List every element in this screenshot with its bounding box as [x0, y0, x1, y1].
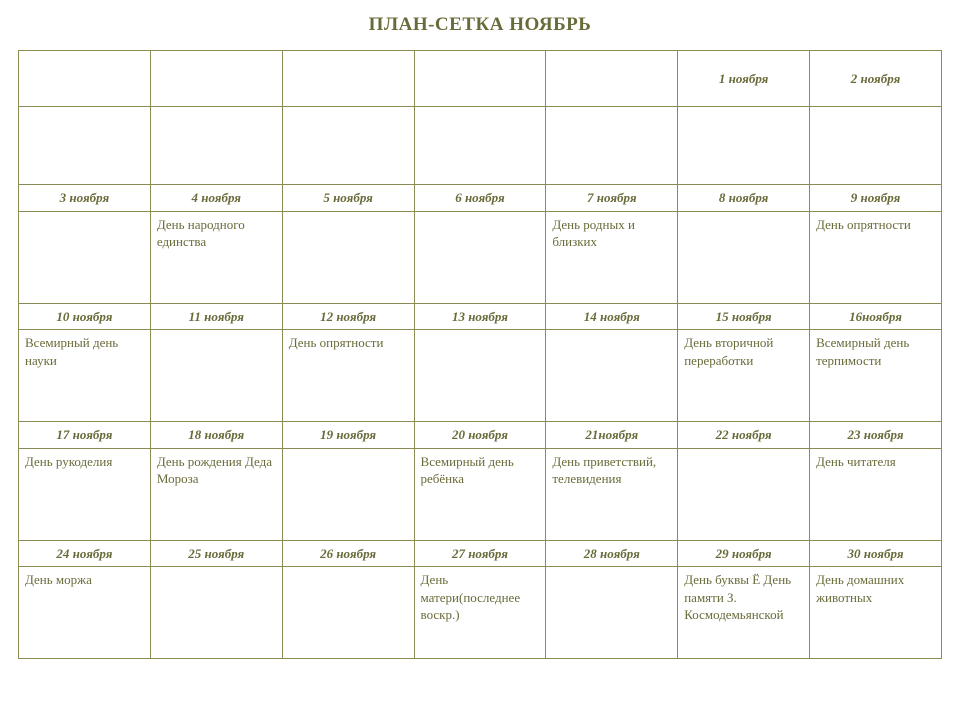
event-cell: День вторичной переработки: [678, 330, 810, 422]
date-cell: 1 ноября: [678, 51, 810, 107]
week-events-row: Всемирный день науки День опрятности День …: [19, 330, 942, 422]
date-cell: 26 ноября: [282, 540, 414, 567]
date-cell: 19 ноября: [282, 422, 414, 449]
event-cell: День моржа: [19, 567, 151, 659]
date-cell: 27 ноября: [414, 540, 546, 567]
event-cell: День матери(последнее воскр.): [414, 567, 546, 659]
week-dates-row: 3 ноября4 ноября5 ноября6 ноября7 ноября…: [19, 185, 942, 212]
date-cell: 16ноября: [810, 303, 942, 330]
week-dates-row: 17 ноября18 ноября19 ноября20 ноября21но…: [19, 422, 942, 449]
event-cell: Всемирный день ребёнка: [414, 448, 546, 540]
event-cell: [414, 107, 546, 185]
event-cell: День опрятности: [282, 330, 414, 422]
event-cell: Всемирный день терпимости: [810, 330, 942, 422]
event-cell: [282, 448, 414, 540]
event-cell: [282, 567, 414, 659]
week-events-row: День народного единства День родных и бли…: [19, 211, 942, 303]
event-cell: День рукоделия: [19, 448, 151, 540]
date-cell: 17 ноября: [19, 422, 151, 449]
event-cell: [414, 211, 546, 303]
date-cell: 11 ноября: [150, 303, 282, 330]
date-cell: 13 ноября: [414, 303, 546, 330]
event-cell: [414, 330, 546, 422]
event-cell: [546, 567, 678, 659]
event-cell: [150, 330, 282, 422]
event-cell: [150, 107, 282, 185]
date-cell: [19, 51, 151, 107]
event-cell: День опрятности: [810, 211, 942, 303]
event-cell: День народного единства: [150, 211, 282, 303]
event-cell: [150, 567, 282, 659]
week-events-row: День моржа День матери(последнее воскр.) Д…: [19, 567, 942, 659]
week-dates-row: 10 ноября11 ноября12 ноября13 ноября14 н…: [19, 303, 942, 330]
event-cell: День буквы Ё День памяти З. Космодемьянс…: [678, 567, 810, 659]
date-cell: 6 ноября: [414, 185, 546, 212]
page: ПЛАН-СЕТКА НОЯБРЬ 1 ноября2 ноября 3 нояб…: [18, 14, 942, 659]
date-cell: 14 ноября: [546, 303, 678, 330]
event-cell: [282, 107, 414, 185]
date-cell: 8 ноября: [678, 185, 810, 212]
date-cell: 23 ноября: [810, 422, 942, 449]
event-cell: [19, 211, 151, 303]
date-cell: 25 ноября: [150, 540, 282, 567]
date-cell: [546, 51, 678, 107]
date-cell: 21ноября: [546, 422, 678, 449]
week-events-row: День рукоделияДень рождения Деда Мороза В…: [19, 448, 942, 540]
date-cell: 12 ноября: [282, 303, 414, 330]
date-cell: 18 ноября: [150, 422, 282, 449]
week-dates-row: 24 ноября25 ноября26 ноября27 ноября28 н…: [19, 540, 942, 567]
event-cell: День рождения Деда Мороза: [150, 448, 282, 540]
date-cell: 20 ноября: [414, 422, 546, 449]
event-cell: День приветствий, телевидения: [546, 448, 678, 540]
date-cell: 9 ноября: [810, 185, 942, 212]
plan-table: 1 ноября2 ноября 3 ноября4 ноября5 ноября…: [18, 50, 942, 659]
date-cell: 2 ноября: [810, 51, 942, 107]
event-cell: День читателя: [810, 448, 942, 540]
date-cell: 4 ноября: [150, 185, 282, 212]
date-cell: 30 ноября: [810, 540, 942, 567]
event-cell: [546, 107, 678, 185]
page-title: ПЛАН-СЕТКА НОЯБРЬ: [18, 14, 942, 36]
event-cell: [678, 107, 810, 185]
event-cell: [810, 107, 942, 185]
event-cell: День родных и близких: [546, 211, 678, 303]
date-cell: 5 ноября: [282, 185, 414, 212]
event-cell: [282, 211, 414, 303]
event-cell: [546, 330, 678, 422]
date-cell: [282, 51, 414, 107]
event-cell: [19, 107, 151, 185]
date-cell: 29 ноября: [678, 540, 810, 567]
date-cell: 3 ноября: [19, 185, 151, 212]
week-events-row: [19, 107, 942, 185]
date-cell: 28 ноября: [546, 540, 678, 567]
event-cell: День домашних животных: [810, 567, 942, 659]
date-cell: 10 ноября: [19, 303, 151, 330]
date-cell: 22 ноября: [678, 422, 810, 449]
event-cell: Всемирный день науки: [19, 330, 151, 422]
date-cell: 24 ноября: [19, 540, 151, 567]
week-dates-row: 1 ноября2 ноября: [19, 51, 942, 107]
date-cell: 15 ноября: [678, 303, 810, 330]
event-cell: [678, 448, 810, 540]
event-cell: [678, 211, 810, 303]
date-cell: [414, 51, 546, 107]
date-cell: [150, 51, 282, 107]
date-cell: 7 ноября: [546, 185, 678, 212]
